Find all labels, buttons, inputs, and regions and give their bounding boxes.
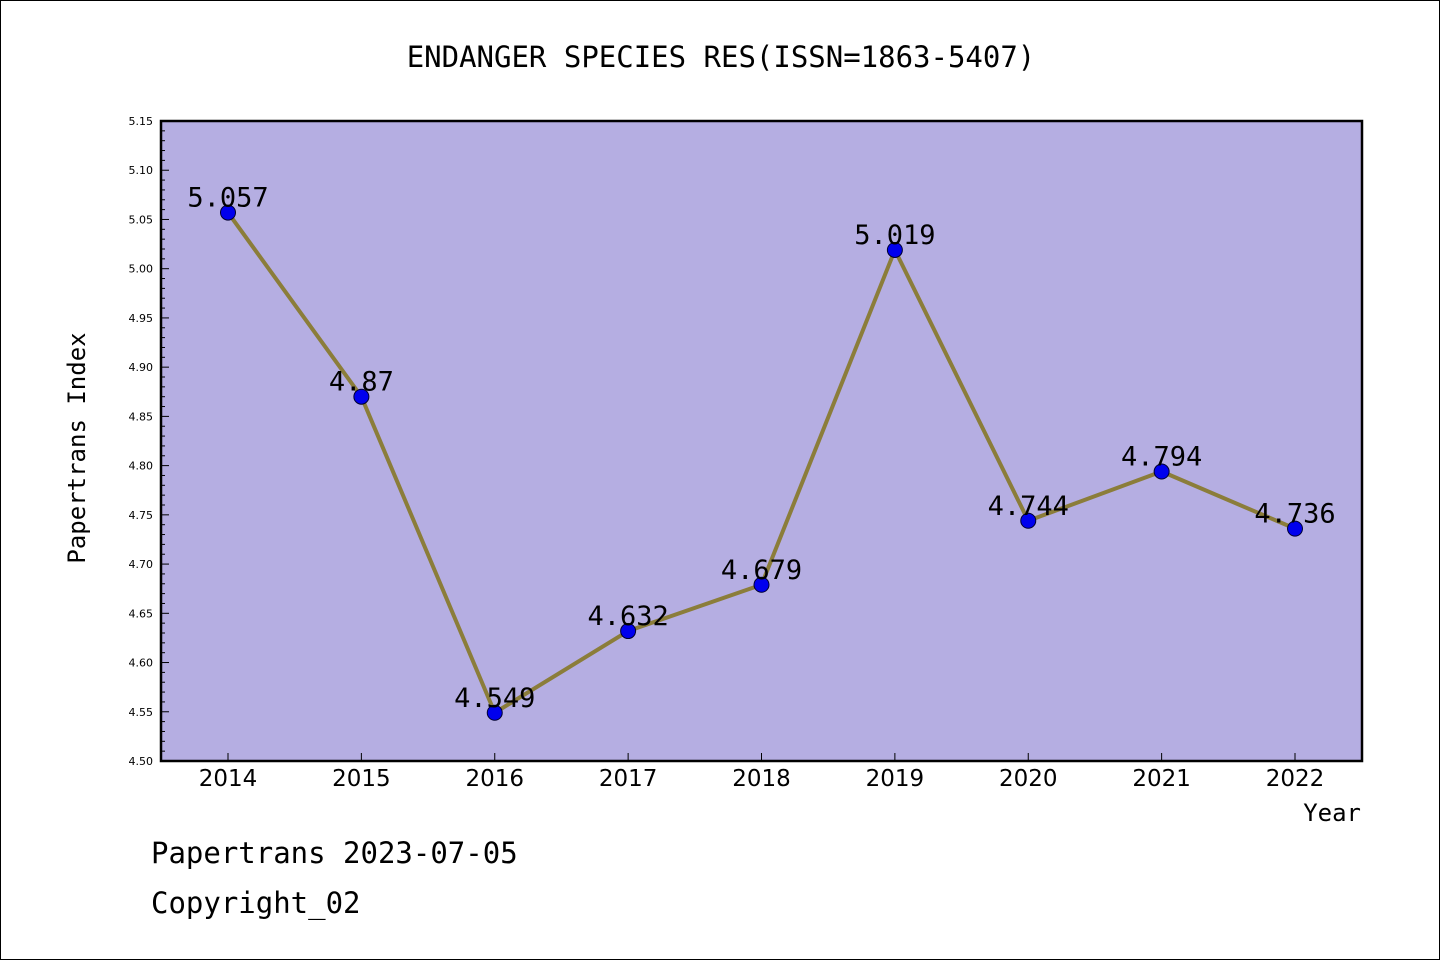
y-tick-label: 5.05 [129,213,154,226]
data-label: 4.794 [1121,442,1202,473]
data-point [1287,520,1303,537]
x-tick-label: 2021 [1132,766,1191,792]
y-tick-label: 4.65 [129,607,154,620]
data-label: 4.87 [329,367,394,398]
x-axis-label: Year [1303,799,1361,827]
x-tick-label: 2014 [199,766,258,792]
y-tick-label: 5.00 [129,263,154,276]
x-tick-label: 2022 [1266,766,1325,792]
x-tick-label: 2016 [465,766,524,792]
data-point [486,704,503,721]
x-tick-label: 2015 [332,766,391,792]
data-label: 4.744 [988,491,1069,522]
data-label: 5.057 [187,183,268,214]
data-points-group [220,204,1303,721]
x-tick-label: 2020 [999,766,1058,792]
data-point [1153,463,1170,480]
y-axis: 4.50 4.55 4.60 4.65 4.70 4.75 4.80 4.85 4.90 4.95… [129,115,169,768]
data-label: 4.679 [721,555,802,586]
data-point [353,388,370,405]
y-tick-label: 4.75 [129,509,154,522]
data-point [220,204,236,221]
y-axis-label: Papertrans Index [63,332,91,563]
plot-area [159,119,1364,763]
data-point [886,241,903,258]
data-point [1020,512,1037,529]
y-tick-label: 5.15 [129,115,154,128]
y-tick-label: 4.60 [129,657,154,670]
data-label: 4.736 [1254,499,1335,530]
y-tick-label: 4.55 [129,706,154,719]
x-tick-label: 2017 [599,766,658,792]
x-tick-label: 2019 [866,766,925,792]
data-point [620,623,637,640]
x-tick-label: 2018 [732,766,791,792]
y-tick-label: 4.70 [129,558,154,571]
data-labels-group: 5.057 4.87 4.549 4.632 4.679 5.019 4.744 4.794 4… [187,183,1335,714]
y-tick-label: 4.95 [129,312,154,325]
data-label: 4.632 [587,601,668,632]
footer-copyright-text: Copyright_02 [151,886,361,920]
footer-date-text: Papertrans 2023-07-05 [151,836,518,870]
data-label: 4.549 [454,683,535,714]
chart-title: ENDANGER SPECIES RES(ISSN=1863-5407) [407,40,1036,74]
data-label: 5.019 [854,220,935,251]
x-axis: 2014 2015 2016 2017 2018 2019 2020 2021 2022 [199,753,1325,792]
y-tick-label: 4.50 [129,755,154,768]
y-tick-label: 4.90 [129,361,154,374]
y-tick-label: 4.80 [129,460,154,473]
y-tick-label: 5.10 [129,164,154,177]
data-point [753,576,770,593]
y-tick-label: 4.85 [129,410,154,423]
